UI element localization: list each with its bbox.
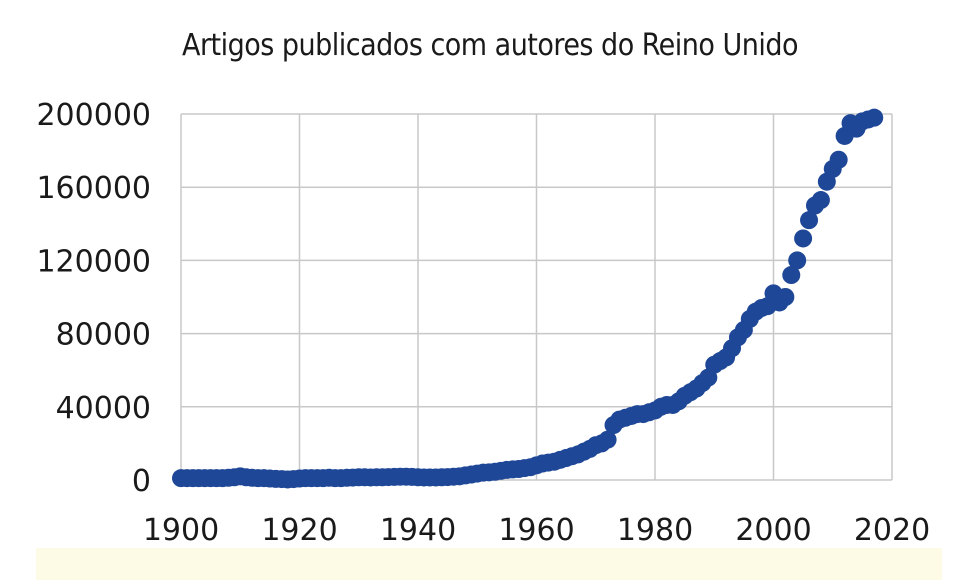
x-tick-label: 2000 bbox=[735, 513, 811, 548]
data-point bbox=[782, 266, 801, 285]
x-tick-label: 1980 bbox=[617, 513, 693, 548]
x-tick-label: 1960 bbox=[498, 513, 574, 548]
x-tick-label: 1920 bbox=[261, 513, 337, 548]
data-point bbox=[794, 229, 813, 248]
data-point bbox=[800, 211, 819, 230]
data-points bbox=[172, 108, 884, 489]
x-axis-ticks: 1900 1920 1940 1960 1980 2000 2020 bbox=[143, 513, 930, 548]
x-tick-label: 2020 bbox=[854, 513, 930, 548]
data-point bbox=[776, 288, 795, 306]
chart-title: Artigos publicados com autores do Reino … bbox=[182, 28, 799, 63]
y-tick-label: 40000 bbox=[56, 391, 151, 426]
data-point bbox=[865, 108, 884, 127]
x-tick-label: 1900 bbox=[143, 513, 219, 548]
data-point bbox=[811, 191, 830, 210]
data-point bbox=[829, 150, 848, 169]
caption-band bbox=[36, 548, 942, 580]
y-tick-label: 200000 bbox=[36, 98, 151, 133]
data-point bbox=[788, 251, 807, 270]
y-tick-label: 80000 bbox=[56, 318, 151, 353]
y-tick-label: 160000 bbox=[36, 171, 151, 206]
y-tick-label: 0 bbox=[132, 464, 151, 499]
x-tick-label: 1940 bbox=[380, 513, 456, 548]
data-point bbox=[598, 430, 617, 449]
y-tick-label: 120000 bbox=[36, 244, 151, 279]
y-axis-ticks: 0 40000 80000 120000 160000 200000 bbox=[36, 98, 151, 499]
